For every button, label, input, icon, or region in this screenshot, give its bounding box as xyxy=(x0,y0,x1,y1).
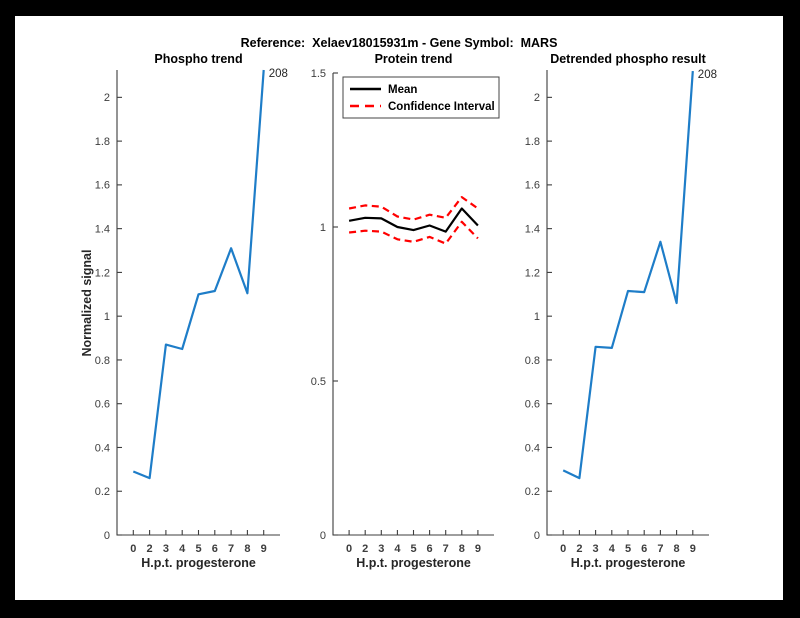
y-tick-label: 1.6 xyxy=(95,180,110,192)
legend-box xyxy=(342,76,500,119)
figure-title: Reference: Xelaev18015931m - Gene Symbol… xyxy=(240,36,558,50)
x-tick-label: 4 xyxy=(394,543,401,555)
y-tick-label: 1.4 xyxy=(95,223,110,235)
x-tick-label: 4 xyxy=(179,543,186,555)
y-tick-label: 1.4 xyxy=(525,223,540,235)
x-tick-label: 7 xyxy=(228,543,234,555)
x-tick-label: 9 xyxy=(475,543,481,555)
x-tick-label: 2 xyxy=(147,543,153,555)
x-tick-label: 3 xyxy=(593,543,599,555)
x-tick-label: 6 xyxy=(212,543,218,555)
series-line-confidence-interval-lower- xyxy=(348,220,479,245)
x-tick-label: 0 xyxy=(346,543,352,555)
x-tick-label: 0 xyxy=(560,543,566,555)
x-tick-label: 5 xyxy=(195,543,201,555)
y-tick-label: 1 xyxy=(104,311,110,323)
x-tick-label: 2 xyxy=(362,543,368,555)
subplot-title-protein-trend: Protein trend xyxy=(374,52,453,66)
y-tick-label: 1 xyxy=(534,311,540,323)
y-tick-label: 2 xyxy=(534,92,540,104)
axes-spines xyxy=(332,73,494,536)
y-tick-label: 0.6 xyxy=(95,399,110,411)
y-axis-label-normalized-signal: Normalized signal xyxy=(80,249,94,357)
y-tick-label: 1 xyxy=(320,222,326,234)
x-tick-label: 3 xyxy=(163,543,169,555)
x-tick-label: 0 xyxy=(130,543,136,555)
y-tick-label: 1.2 xyxy=(525,267,540,279)
x-axis-label-plot1: H.p.t. progesterone xyxy=(141,556,256,570)
x-tick-label: 6 xyxy=(427,543,433,555)
y-tick-label: 2 xyxy=(104,92,110,104)
series-line-mean xyxy=(348,207,479,233)
series-line-confidence-interval xyxy=(348,196,479,221)
x-tick-label: 8 xyxy=(674,543,680,555)
x-tick-label: 5 xyxy=(625,543,631,555)
x-tick-label: 4 xyxy=(609,543,616,555)
y-tick-label: 1.5 xyxy=(311,68,326,80)
axes-spines xyxy=(546,70,709,536)
x-tick-label: 3 xyxy=(378,543,384,555)
y-tick-label: 0.6 xyxy=(525,399,540,411)
y-tick-label: 1.6 xyxy=(525,180,540,192)
legend-label: Confidence Interval xyxy=(388,101,495,113)
annotation-208: 208 xyxy=(269,68,288,80)
x-tick-label: 9 xyxy=(690,543,696,555)
legend-label: Mean xyxy=(388,84,417,96)
x-tick-label: 8 xyxy=(459,543,465,555)
x-tick-label: 5 xyxy=(410,543,416,555)
legend: Mean Confidence Interval xyxy=(342,76,500,119)
y-tick-label: 0.8 xyxy=(525,355,540,367)
x-tick-label: 8 xyxy=(244,543,250,555)
x-tick-label: 6 xyxy=(641,543,647,555)
series-line-detrended-phospho-signal xyxy=(562,71,694,480)
axes-spines xyxy=(116,70,280,536)
y-tick-label: 0.4 xyxy=(525,442,540,454)
subplot-title-phospho-trend: Phospho trend xyxy=(154,52,243,66)
x-tick-label: 2 xyxy=(576,543,582,555)
x-tick-label: 9 xyxy=(261,543,267,555)
annotation-208: 208 xyxy=(698,69,717,81)
x-tick-label: 7 xyxy=(443,543,449,555)
y-tick-label: 0 xyxy=(320,530,326,542)
y-tick-label: 1.8 xyxy=(95,136,110,148)
subplot-title-detrended-phospho: Detrended phospho result xyxy=(550,52,706,66)
y-tick-label: 0.2 xyxy=(95,486,110,498)
y-tick-label: 0.8 xyxy=(95,355,110,367)
y-tick-label: 0.4 xyxy=(95,442,110,454)
y-tick-label: 0 xyxy=(534,530,540,542)
y-tick-label: 0.5 xyxy=(311,376,326,388)
y-tick-label: 1.2 xyxy=(95,267,110,279)
y-tick-label: 0 xyxy=(104,530,110,542)
series-line-phospho-signal xyxy=(132,69,265,480)
x-axis-label-plot3: H.p.t. progesterone xyxy=(570,556,686,570)
y-tick-label: 0.2 xyxy=(525,486,540,498)
x-tick-label: 7 xyxy=(657,543,663,555)
x-axis-label-plot2: H.p.t. progesterone xyxy=(356,556,471,570)
y-tick-label: 1.8 xyxy=(525,136,540,148)
